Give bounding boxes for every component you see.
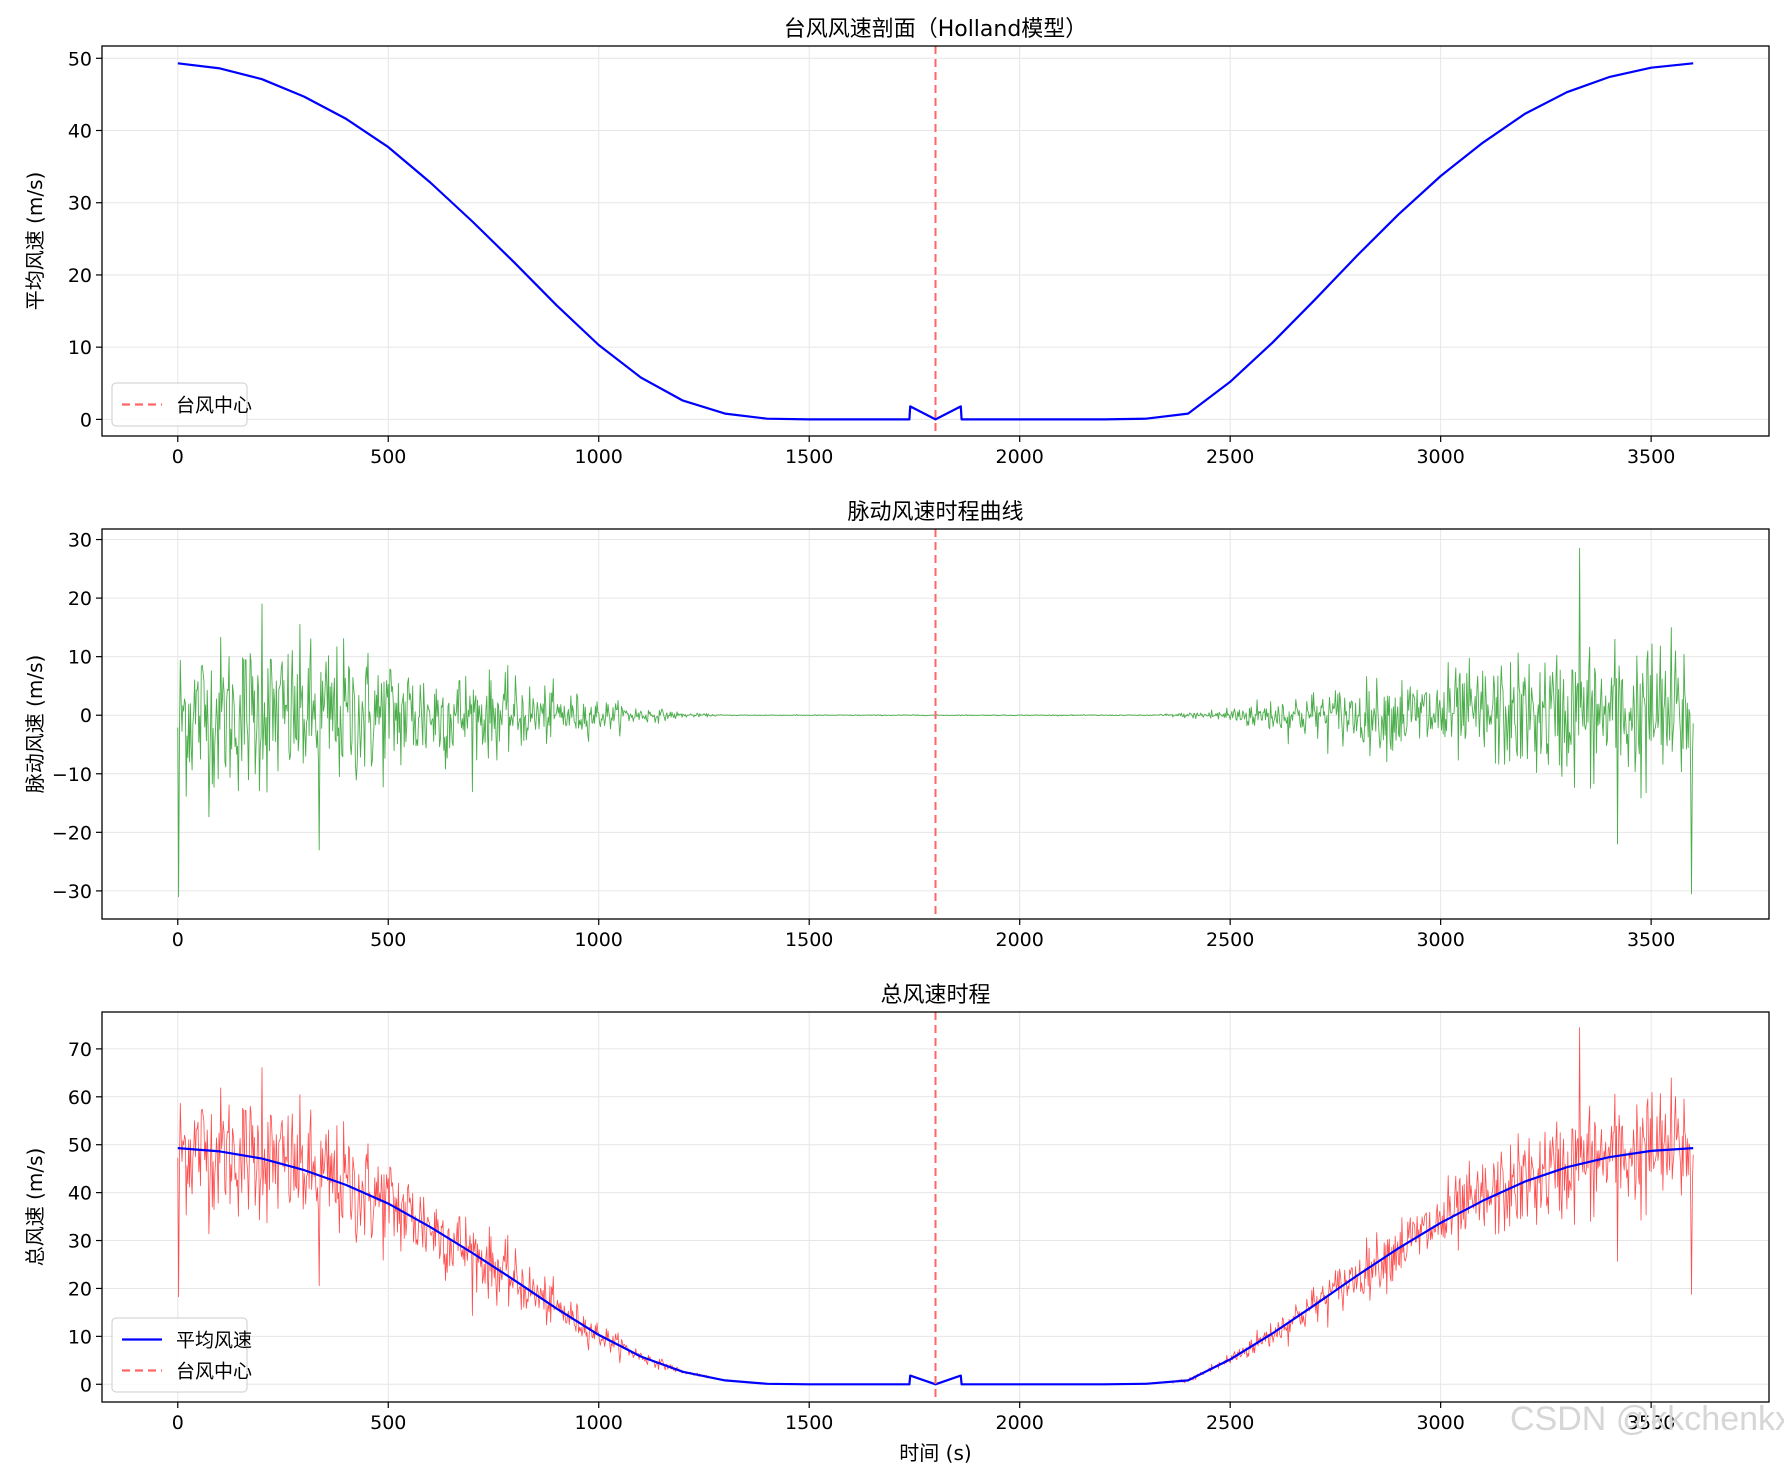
subplot-fluctuating-wind: 0 500 1000 1500 2000 2500 3000 3500 −30 −20 −10 0 10… — [23, 500, 1770, 951]
x-tick-label: 3000 — [1416, 1412, 1464, 1434]
y-tick-label: 30 — [68, 1231, 92, 1253]
y-tick-label: 0 — [80, 705, 92, 727]
x-tick-label: 1000 — [575, 929, 623, 951]
axes-frame — [101, 528, 1770, 920]
legend: 台风中心 — [111, 382, 252, 427]
series-line-mean-wind — [177, 1147, 1694, 1386]
y-tick-label: 30 — [68, 193, 92, 215]
x-tick-label: 2500 — [1206, 1412, 1254, 1434]
legend-box — [111, 1317, 248, 1393]
plot-title: 脉动风速时程曲线 — [847, 500, 1023, 525]
x-tick-label: 2000 — [996, 1412, 1044, 1434]
x-tick-label: 1500 — [785, 929, 833, 951]
x-tick-label: 2500 — [1206, 446, 1254, 468]
subplot-total-wind: 0 500 1000 1500 2000 2500 3000 3500 0 10 20 30 40 50 6… — [23, 983, 1770, 1465]
y-tick-label: 0 — [80, 1374, 92, 1396]
y-tick-label: 10 — [68, 647, 92, 669]
y-axis-label: 平均风速 (m/s) — [23, 172, 47, 311]
plot-area — [177, 62, 1694, 421]
x-tick-label: 1500 — [785, 446, 833, 468]
x-tick-label: 0 — [172, 929, 184, 951]
y-tick-label: 70 — [68, 1039, 92, 1061]
y-tick-label: 50 — [68, 1135, 92, 1157]
y-tick-label: 0 — [80, 409, 92, 431]
x-tick-label: 3000 — [1416, 446, 1464, 468]
axes-frame — [101, 45, 1770, 437]
x-tick-label: 1000 — [575, 1412, 623, 1434]
y-tick-label: −30 — [52, 881, 92, 903]
x-tick-label: 1500 — [785, 1412, 833, 1434]
y-tick-label: 20 — [68, 265, 92, 287]
y-tick-label: −20 — [52, 822, 92, 844]
y-tick-label: 60 — [68, 1087, 92, 1109]
x-tick-label: 3500 — [1627, 446, 1675, 468]
x-tick-label: 500 — [370, 446, 406, 468]
x-tick-label: 1000 — [575, 446, 623, 468]
y-axis-label: 脉动风速 (m/s) — [23, 655, 47, 794]
y-tick-label: 10 — [68, 337, 92, 359]
y-tick-label: 30 — [68, 530, 92, 552]
legend-box — [111, 382, 248, 427]
y-tick-label: 50 — [68, 48, 92, 70]
x-tick-label: 2000 — [996, 929, 1044, 951]
plot-title: 总风速时程 — [880, 983, 990, 1008]
y-tick-label: 40 — [68, 1183, 92, 1205]
y-tick-label: 10 — [68, 1326, 92, 1348]
y-axis-label: 总风速 (m/s) — [23, 1148, 47, 1267]
legend-label: 台风中心 — [176, 395, 252, 417]
x-tick-label: 2000 — [996, 446, 1044, 468]
x-tick-label: 3000 — [1416, 929, 1464, 951]
y-tick-label: −10 — [52, 764, 92, 786]
x-tick-label: 3500 — [1627, 929, 1675, 951]
watermark: CSDN @kkchenkx — [1510, 1400, 1784, 1438]
series-line-mean-wind — [177, 62, 1694, 421]
x-axis-label: 时间 (s) — [899, 1441, 971, 1465]
x-tick-label: 500 — [370, 1412, 406, 1434]
x-tick-label: 0 — [172, 1412, 184, 1434]
x-tick-label: 500 — [370, 929, 406, 951]
legend-label: 台风中心 — [176, 1361, 252, 1383]
y-tick-label: 20 — [68, 1278, 92, 1300]
subplot-mean-wind-profile: 0 500 1000 1500 2000 2500 3000 3500 0 10 20 30 40 50 台… — [23, 17, 1770, 468]
x-tick-label: 3500 — [1627, 1412, 1675, 1434]
x-tick-label: 0 — [172, 446, 184, 468]
plot-title: 台风风速剖面（Holland模型） — [784, 17, 1088, 42]
y-tick-label: 20 — [68, 588, 92, 610]
plot-area — [177, 1027, 1694, 1386]
axes-frame — [101, 1011, 1770, 1403]
x-tick-label: 2500 — [1206, 929, 1254, 951]
legend-label: 平均风速 — [176, 1330, 252, 1352]
y-tick-label: 40 — [68, 121, 92, 143]
